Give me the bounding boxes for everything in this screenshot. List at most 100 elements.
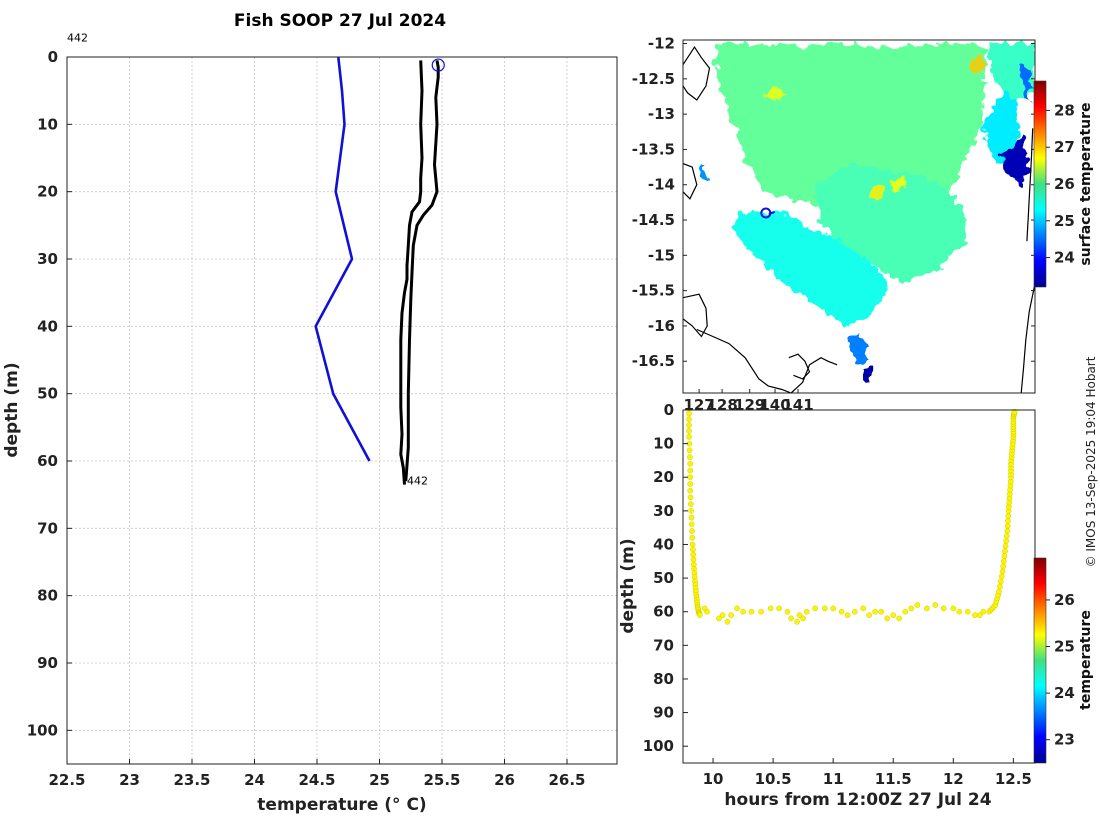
section-data-point	[1000, 563, 1007, 570]
section-data-point	[687, 481, 694, 487]
profile-series	[314, 56, 445, 485]
section-data-point	[748, 608, 755, 615]
section-data-point	[830, 605, 837, 612]
map-coastline-segment	[683, 46, 711, 101]
profile-plot: 22.5 23 23.5 24 24.5 25 25.5 26 26.5 0 10 20 30 40 50…	[2, 32, 618, 815]
section-colorbar-label: temperature	[1078, 610, 1094, 710]
section-data-point	[1001, 553, 1008, 560]
map-coastline-segment	[696, 328, 838, 393]
profile-x-tick-label: 23	[119, 771, 140, 789]
profile-x-tick-label: 23.5	[173, 771, 210, 789]
section-points	[686, 408, 1018, 625]
section-x-tick-label: 10.5	[755, 770, 792, 788]
map-coastline-segment	[683, 293, 708, 338]
section-data-point	[716, 615, 722, 622]
section-data-point	[860, 605, 867, 612]
section-data-point	[1004, 533, 1010, 539]
map-colorbar-tick-label: 26	[1054, 175, 1075, 193]
section-data-point	[767, 605, 774, 612]
map-sst-field	[700, 43, 1035, 383]
section-y-ticks: 0 10 20 30 40 50 60 70 80 90 100	[643, 401, 688, 755]
map-sst-warm-spot	[889, 177, 904, 192]
section-data-point	[686, 410, 692, 417]
map-y-tick-label: -14	[648, 176, 675, 194]
map-sst-patch	[814, 163, 966, 284]
section-data-point	[784, 608, 791, 615]
profile-y-tick-label: 70	[37, 519, 58, 537]
map-sst-patch	[982, 85, 1019, 164]
map-colorbar-label: surface temperature	[1078, 102, 1094, 265]
section-colorbar-tick-label: 24	[1054, 684, 1075, 702]
section-data-point	[908, 605, 915, 612]
profile-x-tick-label: 22.5	[48, 771, 85, 789]
section-data-point	[788, 615, 794, 622]
map-colorbar-tick-label: 28	[1054, 101, 1075, 119]
section-data-point	[687, 460, 694, 467]
section-data-point	[686, 447, 693, 454]
map-sst-patch	[733, 213, 891, 326]
section-data-point	[687, 454, 693, 460]
section-y-tick-label: 10	[653, 435, 674, 453]
profile-annotation: 442	[67, 32, 88, 45]
section-data-point	[687, 467, 694, 474]
section-data-point	[1004, 523, 1011, 529]
section-data-point	[687, 474, 694, 481]
section-colorbar	[1033, 557, 1047, 764]
profile-y-tick-label: 0	[48, 48, 58, 66]
section-data-point	[956, 608, 963, 615]
map-y-tick-label: -12.5	[632, 70, 675, 88]
section-data-point	[980, 608, 987, 615]
profile-start-marker	[431, 58, 445, 72]
section-data-point	[740, 608, 746, 615]
section-y-tick-label: 40	[653, 535, 674, 553]
map-sst-patch	[986, 43, 1035, 100]
section-data-point	[878, 608, 885, 615]
section-data-point	[796, 612, 803, 618]
section-data-point	[688, 514, 695, 521]
map-cast-location	[760, 207, 776, 219]
map-y-tick-label: -15	[648, 246, 675, 264]
section-x-tick-label: 11.5	[875, 770, 912, 788]
section-y-tick-label: 20	[653, 468, 674, 486]
map-y-tick-label: -13	[648, 105, 675, 123]
section-data-point	[690, 551, 697, 558]
section-y-label: depth (m)	[618, 538, 638, 633]
section-data-point	[688, 521, 695, 528]
map-colorbar	[1033, 80, 1047, 288]
sst-map: -12 -12.5 -13 -13.5 -14 -14.5 -15 -15.5 -16 -16.5…	[632, 35, 1094, 414]
profile-x-ticks: 22.5 23 23.5 24 24.5 25 25.5 26 26.5	[48, 759, 586, 789]
map-coastline-segment	[1020, 283, 1035, 393]
section-data-point	[972, 612, 978, 618]
section-data-point	[940, 605, 947, 612]
section-data-point	[997, 583, 1003, 590]
map-colorbar-tick-label: 27	[1054, 138, 1075, 156]
section-data-point	[996, 588, 1002, 595]
section-x-tick-label: 11	[823, 770, 844, 788]
section-x-tick-label: 12.5	[995, 770, 1032, 788]
profile-line-upcast	[404, 60, 440, 482]
map-coastline-segment	[1026, 128, 1034, 242]
section-data-point	[689, 535, 696, 541]
section-data-point	[690, 546, 696, 553]
profile-frame	[66, 56, 618, 765]
map-sst-patch	[1022, 64, 1031, 100]
section-x-tick-label: 12	[943, 770, 964, 788]
section-data-point	[689, 541, 696, 548]
profile-x-tick-label: 26.5	[548, 771, 585, 789]
map-colorbar-tick-label: 25	[1054, 212, 1075, 230]
map-sst-patch	[846, 333, 870, 362]
section-data-point	[687, 494, 694, 501]
section-data-point	[998, 573, 1005, 580]
section-x-tick-label: 10	[703, 770, 724, 788]
section-colorbar-tick-label: 25	[1054, 638, 1075, 656]
map-colorbar-tick-label: 24	[1054, 249, 1075, 267]
section-data-point	[902, 608, 909, 615]
profile-y-label: depth (m)	[2, 362, 22, 457]
section-y-tick-label: 50	[653, 569, 674, 587]
profile-y-tick-label: 40	[37, 317, 58, 335]
map-y-tick-label: -16.5	[632, 352, 675, 370]
section-y-tick-label: 60	[653, 603, 674, 621]
section-data-point	[999, 568, 1006, 575]
profile-y-tick-label: 60	[37, 452, 58, 470]
